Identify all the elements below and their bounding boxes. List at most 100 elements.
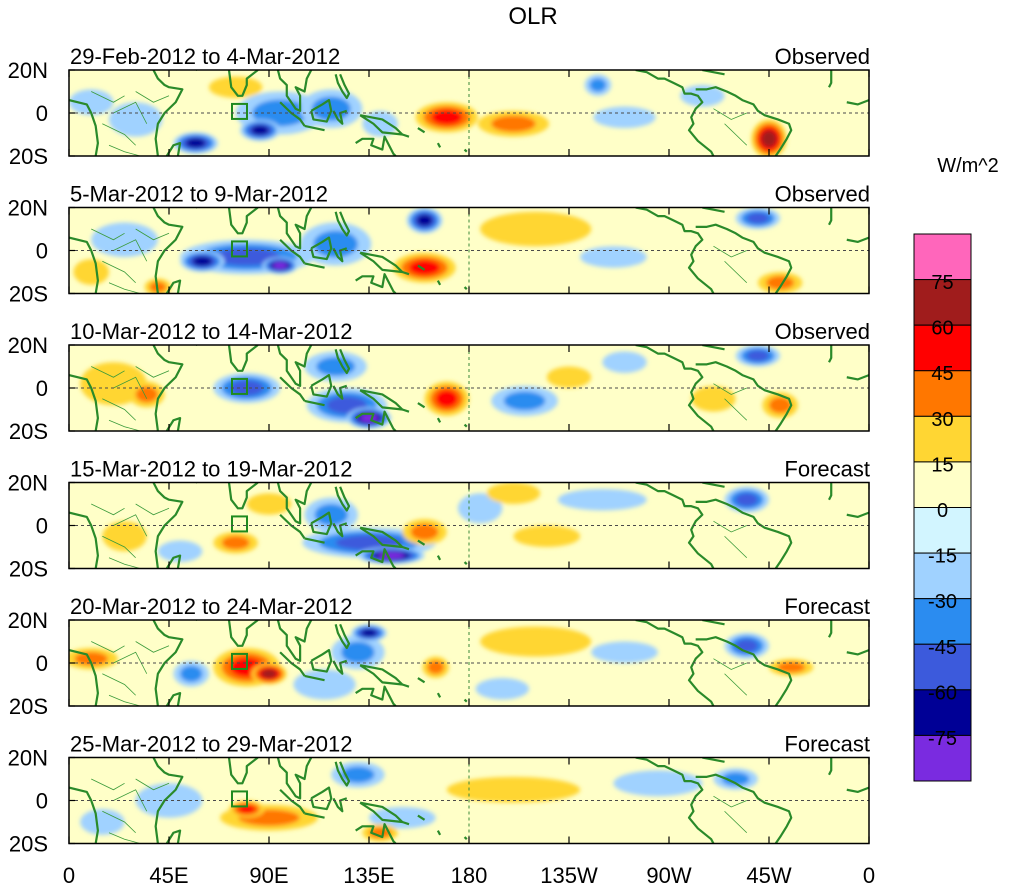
country-border bbox=[713, 383, 747, 395]
coastline bbox=[846, 649, 869, 656]
colorbar: 75 60 45 30 15 0 -15 -30 -45 -60 -75 bbox=[913, 233, 972, 782]
coastline bbox=[334, 623, 351, 650]
coastline bbox=[69, 649, 99, 706]
coastline bbox=[276, 482, 313, 525]
anomaly-blobs bbox=[80, 761, 758, 842]
coastline bbox=[359, 526, 404, 549]
coastlines bbox=[69, 207, 869, 294]
anomaly-contour bbox=[591, 641, 658, 663]
country-border bbox=[724, 398, 748, 421]
colorbar-swatch bbox=[913, 370, 972, 417]
anomaly-contour bbox=[261, 669, 277, 679]
y-tick-label: 20S bbox=[9, 832, 48, 857]
panel-period: 5-Mar-2012 to 9-Mar-2012 bbox=[70, 182, 328, 207]
colorbar-swatch bbox=[913, 507, 972, 554]
coastline bbox=[279, 788, 306, 815]
anomaly-contour bbox=[377, 552, 405, 560]
coastline bbox=[152, 620, 184, 706]
colorbar-label: 0 bbox=[937, 500, 948, 522]
anomaly-contour bbox=[735, 639, 758, 653]
country-border bbox=[135, 778, 170, 791]
coastline bbox=[355, 548, 397, 569]
colorbar-swatch bbox=[913, 598, 972, 645]
coastline bbox=[355, 823, 397, 844]
anomaly-contour bbox=[680, 85, 725, 107]
anomaly-blobs bbox=[80, 345, 798, 429]
anomaly-contour bbox=[74, 651, 108, 666]
coastline bbox=[417, 814, 426, 821]
anomaly-contour bbox=[503, 391, 546, 411]
coastline bbox=[463, 698, 468, 703]
coastline bbox=[695, 636, 793, 706]
coastline bbox=[276, 757, 313, 800]
anomaly-contour bbox=[180, 665, 203, 682]
anomaly-contour bbox=[273, 262, 288, 269]
panel-6: 20N 0 20S 25-Mar-2012 to 29-Mar-2012 Forecas… bbox=[8, 732, 870, 857]
anomaly-contour bbox=[613, 770, 703, 797]
x-tick-label: 135W bbox=[540, 863, 598, 887]
index-box bbox=[231, 240, 248, 258]
panel-kind: Forecast bbox=[784, 732, 870, 757]
coastline bbox=[279, 513, 306, 540]
anomaly-contour bbox=[589, 78, 607, 92]
anomaly-contour bbox=[314, 504, 348, 526]
coastline bbox=[635, 207, 715, 294]
anomaly-contour bbox=[221, 535, 250, 550]
x-tick-label: 90W bbox=[646, 863, 691, 887]
coastline bbox=[69, 786, 99, 844]
colorbar-label: 30 bbox=[931, 409, 953, 431]
coastline bbox=[334, 211, 351, 237]
coastline bbox=[332, 109, 348, 125]
anomaly-contour bbox=[109, 102, 163, 137]
coastline bbox=[69, 99, 99, 156]
country-border bbox=[135, 228, 170, 241]
coastline bbox=[359, 801, 404, 824]
coastline bbox=[635, 345, 715, 431]
panel-1: 20N 0 20S 29-Feb-2012 to 4-Mar-2012 Observed bbox=[8, 44, 870, 169]
coastline bbox=[463, 286, 468, 290]
coastline bbox=[152, 207, 184, 294]
country-border bbox=[713, 108, 747, 120]
panel-kind: Forecast bbox=[784, 594, 870, 619]
country-border bbox=[102, 123, 136, 146]
coastline bbox=[332, 797, 348, 813]
coastline bbox=[828, 70, 833, 88]
anomaly-contour bbox=[251, 125, 269, 135]
country-border bbox=[91, 366, 125, 378]
anomaly-contour bbox=[735, 493, 758, 507]
anomaly-contour bbox=[427, 660, 444, 675]
coastlines bbox=[69, 345, 869, 431]
anomaly-contour bbox=[69, 89, 114, 116]
coastline bbox=[310, 786, 333, 811]
coastline bbox=[635, 757, 715, 844]
coastline bbox=[417, 127, 426, 134]
coastline bbox=[195, 482, 259, 510]
coastline bbox=[635, 620, 715, 706]
coastline bbox=[463, 148, 468, 153]
anomaly-contour bbox=[769, 397, 792, 414]
coastline bbox=[417, 264, 426, 271]
anomaly-contour bbox=[246, 493, 292, 515]
country-border bbox=[91, 228, 125, 241]
anomaly-contour bbox=[491, 115, 536, 132]
index-box bbox=[231, 515, 248, 533]
coastline bbox=[276, 70, 313, 112]
chart-title: OLR bbox=[508, 3, 557, 30]
panel-kind: Observed bbox=[775, 44, 870, 69]
coastline bbox=[279, 101, 306, 127]
anomaly-contour bbox=[335, 535, 403, 551]
coastline bbox=[417, 677, 426, 684]
anomaly-contour bbox=[157, 540, 203, 563]
x-axis: 0 45E 90E 135E 180 135W 90W 45W 0 bbox=[63, 863, 875, 887]
country-border bbox=[108, 832, 141, 844]
anomaly-contour bbox=[721, 772, 750, 786]
coastline bbox=[165, 691, 182, 706]
country-border bbox=[113, 101, 148, 124]
coastline bbox=[69, 511, 99, 569]
coastline bbox=[165, 417, 182, 431]
coastline bbox=[695, 773, 793, 844]
panels-group: 20N 0 20S 29-Feb-2012 to 4-Mar-2012 Observed… bbox=[8, 44, 870, 857]
coastline bbox=[165, 279, 182, 294]
colorbar-swatch bbox=[913, 643, 972, 691]
